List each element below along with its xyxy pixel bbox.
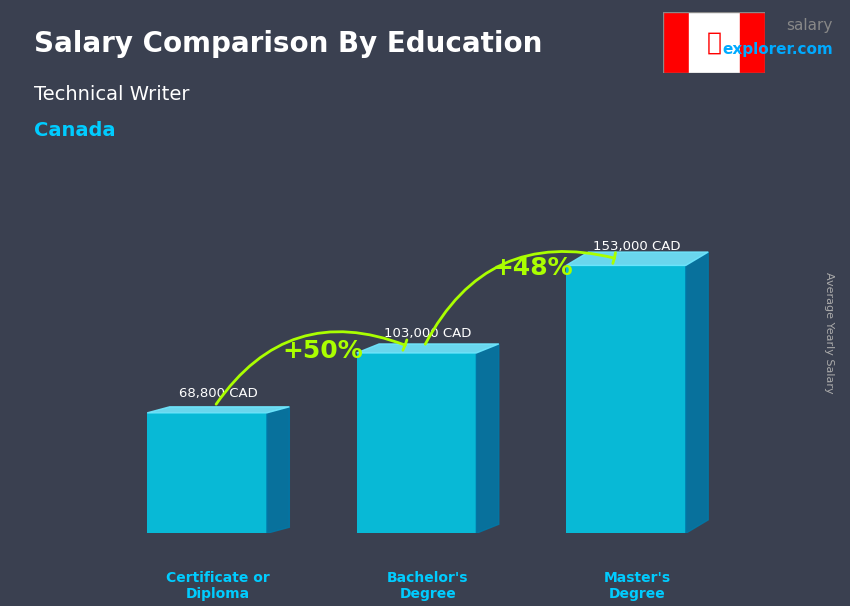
Text: 103,000 CAD: 103,000 CAD [384,327,472,341]
FancyBboxPatch shape [357,353,476,533]
Polygon shape [476,344,499,533]
Text: Bachelor's
Degree: Bachelor's Degree [387,571,468,601]
Bar [740,12,765,73]
Text: salary: salary [786,18,833,33]
Polygon shape [147,407,289,413]
Text: 🍁: 🍁 [706,30,722,55]
Text: +50%: +50% [282,339,363,364]
Bar [688,12,740,73]
Text: 153,000 CAD: 153,000 CAD [593,240,681,253]
Polygon shape [357,344,499,353]
FancyBboxPatch shape [147,413,267,533]
Polygon shape [686,252,708,533]
Polygon shape [566,252,708,265]
Text: Technical Writer: Technical Writer [34,85,190,104]
Text: explorer.com: explorer.com [722,42,833,58]
Text: Certificate or
Diploma: Certificate or Diploma [167,571,270,601]
Text: Average Yearly Salary: Average Yearly Salary [824,273,834,394]
Polygon shape [267,407,289,533]
Text: 68,800 CAD: 68,800 CAD [178,387,258,400]
Text: Salary Comparison By Education: Salary Comparison By Education [34,30,542,58]
Text: Canada: Canada [34,121,116,140]
Text: +48%: +48% [492,256,573,280]
Bar [663,12,688,73]
FancyBboxPatch shape [566,265,686,533]
Text: Master's
Degree: Master's Degree [604,571,671,601]
